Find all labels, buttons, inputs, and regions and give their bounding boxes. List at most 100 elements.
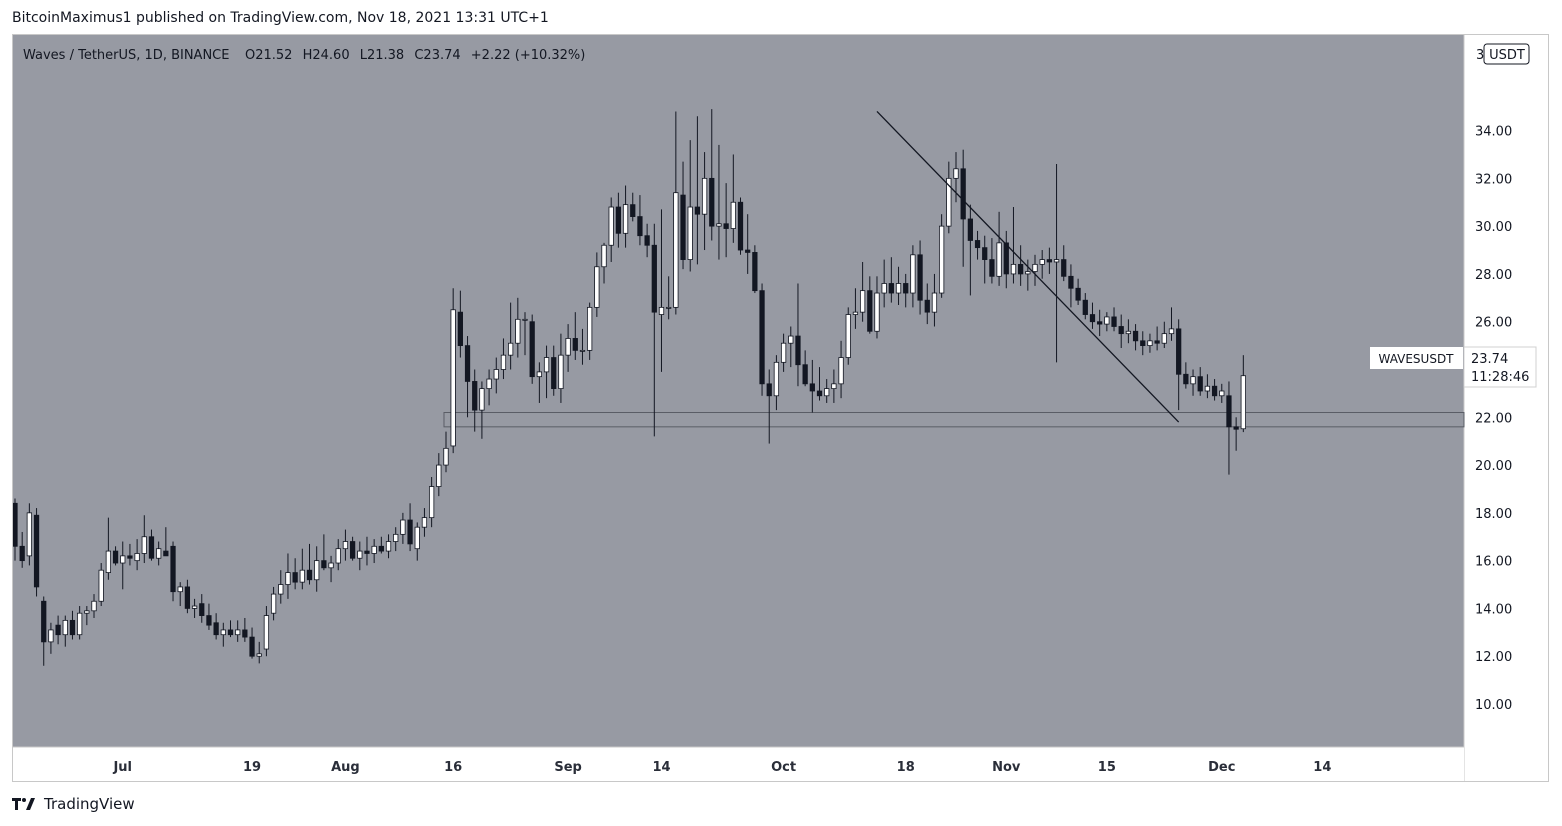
- candle[interactable]: [62, 615, 68, 647]
- candle[interactable]: [852, 288, 859, 329]
- candle[interactable]: [529, 314, 535, 384]
- candle[interactable]: [953, 152, 959, 203]
- candle[interactable]: [730, 154, 736, 243]
- candle[interactable]: [1075, 278, 1081, 305]
- candle[interactable]: [903, 273, 909, 308]
- candle[interactable]: [184, 579, 191, 614]
- time-axis[interactable]: [13, 747, 1464, 781]
- candle[interactable]: [802, 350, 808, 387]
- candle[interactable]: [666, 276, 672, 320]
- candlestick-chart[interactable]: 10.0012.0014.0016.0018.0020.0022.0024.00…: [12, 35, 1548, 781]
- candle[interactable]: [608, 197, 614, 262]
- candle[interactable]: [407, 503, 413, 552]
- candle[interactable]: [421, 508, 428, 537]
- candle[interactable]: [874, 276, 880, 339]
- candle[interactable]: [1046, 247, 1053, 274]
- candle[interactable]: [263, 606, 270, 657]
- candle[interactable]: [989, 238, 995, 284]
- candle[interactable]: [809, 359, 815, 413]
- candle[interactable]: [1240, 355, 1246, 433]
- candle[interactable]: [1132, 324, 1139, 351]
- candle[interactable]: [464, 336, 471, 418]
- support-zone[interactable]: [443, 412, 1465, 428]
- candle[interactable]: [967, 204, 973, 296]
- candle[interactable]: [220, 622, 226, 647]
- candle[interactable]: [594, 252, 600, 317]
- candle[interactable]: [831, 369, 837, 403]
- candle[interactable]: [1104, 312, 1110, 332]
- candle[interactable]: [1190, 369, 1196, 396]
- candle[interactable]: [917, 240, 923, 315]
- candle[interactable]: [536, 362, 542, 403]
- candle[interactable]: [428, 477, 435, 528]
- candle[interactable]: [1089, 302, 1096, 329]
- candle[interactable]: [328, 555, 334, 583]
- candle[interactable]: [55, 615, 61, 645]
- candle[interactable]: [1176, 319, 1182, 411]
- candle[interactable]: [888, 257, 894, 303]
- candle[interactable]: [1003, 230, 1009, 289]
- candle[interactable]: [644, 223, 650, 258]
- candle[interactable]: [349, 536, 356, 561]
- candle[interactable]: [235, 620, 241, 642]
- candle[interactable]: [84, 606, 90, 626]
- descending-trendline[interactable]: [876, 111, 1180, 423]
- candle[interactable]: [1219, 383, 1225, 403]
- candle[interactable]: [982, 235, 988, 284]
- candle[interactable]: [493, 357, 499, 394]
- candle[interactable]: [931, 273, 938, 327]
- candle[interactable]: [91, 594, 97, 618]
- candle[interactable]: [436, 453, 442, 497]
- candle[interactable]: [1226, 381, 1232, 475]
- candle[interactable]: [881, 259, 887, 308]
- candle[interactable]: [314, 546, 320, 592]
- candle[interactable]: [867, 276, 873, 334]
- candle[interactable]: [371, 539, 377, 564]
- candle[interactable]: [680, 161, 686, 270]
- candle[interactable]: [19, 531, 25, 568]
- candle[interactable]: [385, 534, 392, 559]
- candle[interactable]: [120, 541, 126, 590]
- candle[interactable]: [1147, 333, 1153, 353]
- candle[interactable]: [515, 297, 521, 358]
- candle[interactable]: [816, 367, 823, 401]
- candle[interactable]: [170, 541, 176, 602]
- candle[interactable]: [163, 527, 169, 557]
- candle[interactable]: [364, 536, 370, 566]
- candle[interactable]: [105, 517, 112, 580]
- candle[interactable]: [227, 620, 234, 638]
- candle[interactable]: [924, 283, 930, 325]
- candle[interactable]: [773, 355, 780, 411]
- candle[interactable]: [910, 245, 916, 308]
- candle[interactable]: [393, 527, 399, 552]
- candle[interactable]: [1018, 245, 1024, 286]
- candle[interactable]: [472, 369, 478, 432]
- chart-panel[interactable]: 10.0012.0014.0016.0018.0020.0022.0024.00…: [12, 34, 1549, 782]
- candle[interactable]: [48, 622, 54, 654]
- candle[interactable]: [299, 548, 305, 590]
- candle[interactable]: [12, 498, 18, 561]
- candle[interactable]: [946, 161, 952, 234]
- candle[interactable]: [1183, 362, 1189, 389]
- candle[interactable]: [845, 307, 851, 365]
- candle[interactable]: [1061, 245, 1067, 282]
- candle[interactable]: [148, 529, 155, 561]
- candle[interactable]: [572, 312, 578, 360]
- candle[interactable]: [177, 582, 183, 607]
- candle[interactable]: [974, 230, 981, 260]
- candle[interactable]: [687, 140, 693, 272]
- candle[interactable]: [838, 340, 844, 399]
- candle[interactable]: [630, 192, 636, 222]
- candle[interactable]: [1039, 250, 1045, 279]
- candle[interactable]: [1097, 309, 1103, 337]
- candle[interactable]: [723, 183, 729, 258]
- candle[interactable]: [1154, 326, 1160, 351]
- candle[interactable]: [788, 326, 794, 368]
- candle[interactable]: [996, 211, 1002, 286]
- candle[interactable]: [522, 312, 528, 356]
- candle[interactable]: [256, 641, 262, 664]
- candle[interactable]: [199, 594, 205, 623]
- candle[interactable]: [716, 144, 722, 260]
- candle[interactable]: [701, 152, 708, 251]
- candle[interactable]: [752, 245, 758, 294]
